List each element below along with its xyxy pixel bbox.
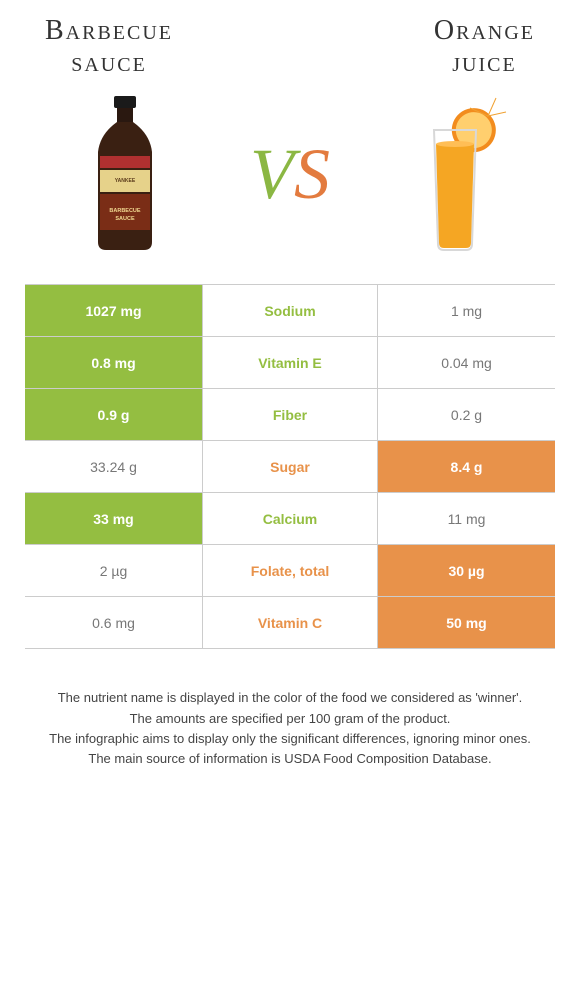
right-title-line2: juice <box>452 47 516 78</box>
right-value: 0.2 g <box>377 389 555 440</box>
footnote-line: The main source of information is USDA F… <box>20 750 560 768</box>
left-value: 0.9 g <box>25 389 203 440</box>
left-value: 33 mg <box>25 493 203 544</box>
nutrient-name: Fiber <box>203 389 377 440</box>
right-title: Orange juice <box>434 15 535 79</box>
footnote-line: The nutrient name is displayed in the co… <box>20 689 560 707</box>
left-value: 0.6 mg <box>25 597 203 648</box>
vs-label: VS <box>250 133 330 216</box>
nutrient-name: Vitamin E <box>203 337 377 388</box>
left-value: 2 µg <box>25 545 203 596</box>
nutrient-table: 1027 mgSodium1 mg0.8 mgVitamin E0.04 mg0… <box>25 284 555 649</box>
right-value: 1 mg <box>377 285 555 336</box>
right-value: 30 µg <box>377 545 555 596</box>
left-image: YANKEE BARBECUE SAUCE <box>60 89 190 259</box>
svg-text:BARBECUE: BARBECUE <box>109 208 141 214</box>
bbq-bottle-icon: YANKEE BARBECUE SAUCE <box>80 94 170 254</box>
nutrient-row: 33 mgCalcium11 mg <box>25 493 555 545</box>
nutrient-name: Vitamin C <box>203 597 377 648</box>
left-title-line2: sauce <box>71 47 147 78</box>
nutrient-row: 33.24 gSugar8.4 g <box>25 441 555 493</box>
left-value: 0.8 mg <box>25 337 203 388</box>
right-value: 11 mg <box>377 493 555 544</box>
vs-s: S <box>294 134 330 214</box>
right-value: 50 mg <box>377 597 555 648</box>
footnote-line: The infographic aims to display only the… <box>20 730 560 748</box>
footnote-line: The amounts are specified per 100 gram o… <box>20 710 560 728</box>
left-value: 33.24 g <box>25 441 203 492</box>
header: Barbecue sauce Orange juice <box>0 0 580 79</box>
nutrient-row: 1027 mgSodium1 mg <box>25 285 555 337</box>
nutrient-row: 0.8 mgVitamin E0.04 mg <box>25 337 555 389</box>
svg-text:SAUCE: SAUCE <box>115 216 135 222</box>
right-image <box>390 89 520 259</box>
right-value: 0.04 mg <box>377 337 555 388</box>
nutrient-name: Calcium <box>203 493 377 544</box>
nutrient-name: Folate, total <box>203 545 377 596</box>
nutrient-name: Sodium <box>203 285 377 336</box>
footnotes: The nutrient name is displayed in the co… <box>0 689 580 768</box>
vs-v: V <box>250 134 294 214</box>
nutrient-row: 2 µgFolate, total30 µg <box>25 545 555 597</box>
left-value: 1027 mg <box>25 285 203 336</box>
images-row: YANKEE BARBECUE SAUCE VS <box>0 79 580 284</box>
nutrient-row: 0.6 mgVitamin C50 mg <box>25 597 555 649</box>
left-title-line1: Barbecue <box>45 15 173 46</box>
svg-text:YANKEE: YANKEE <box>115 178 136 184</box>
nutrient-name: Sugar <box>203 441 377 492</box>
nutrient-row: 0.9 gFiber0.2 g <box>25 389 555 441</box>
right-value: 8.4 g <box>377 441 555 492</box>
orange-juice-icon <box>400 94 510 254</box>
right-title-line1: Orange <box>434 15 535 46</box>
left-title: Barbecue sauce <box>45 15 173 79</box>
